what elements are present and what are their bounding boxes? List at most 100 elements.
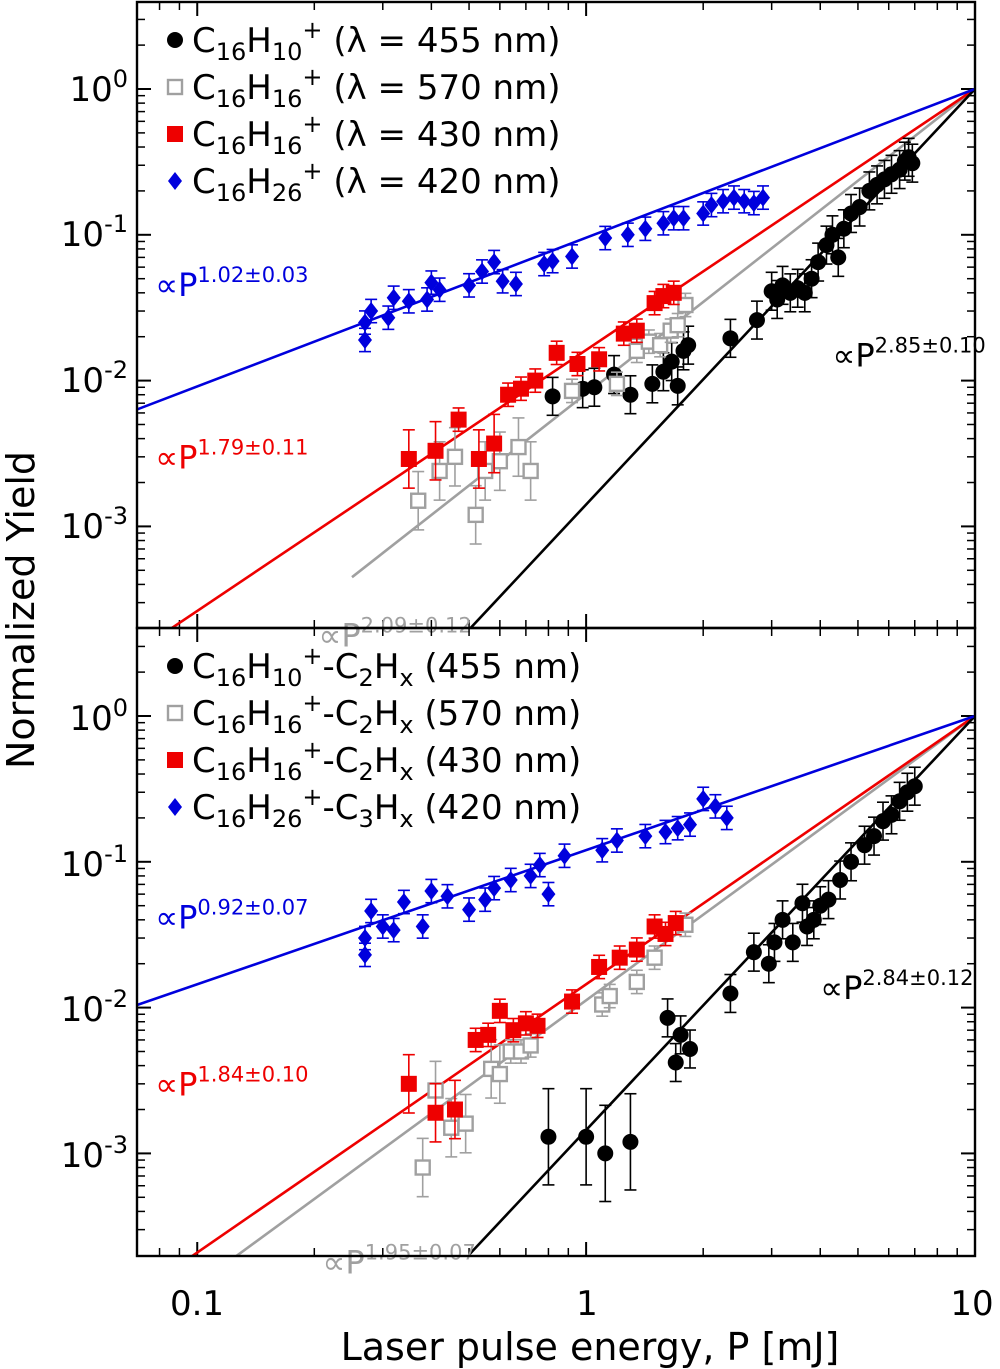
legend-label-black: C16H10+-C2Hx (455 nm) (192, 642, 581, 692)
data-point-blue (386, 288, 401, 307)
y-tick-label-top-3: 10-3 (61, 502, 128, 547)
data-point-blue (364, 901, 379, 920)
fit-label-red: ∝P1.79±0.11 (155, 435, 308, 476)
data-point-red (450, 411, 467, 428)
y-tick-label-top-1: 10-1 (61, 210, 128, 255)
top-panel: ∝P2.85±0.10 ∝P2.09±0.12 ∝P1.79±0.11 ∝P1.02±… (135, 0, 986, 655)
data-point-blue (401, 292, 416, 311)
data-point-black (883, 806, 900, 823)
data-point-black (682, 1041, 699, 1058)
data-point-blue (696, 204, 711, 223)
data-point-blue (755, 188, 770, 207)
data-point-blue (503, 871, 518, 890)
data-point-blue (432, 280, 447, 299)
data-point-red (527, 372, 544, 389)
data-point-black (745, 944, 762, 961)
data-point-blue (462, 900, 477, 919)
data-point-red (427, 1104, 444, 1121)
data-point-gray (628, 973, 646, 991)
legend-label-gray: C16H16+-C2Hx (570 nm) (192, 689, 581, 739)
data-point-gray (522, 1037, 539, 1054)
data-point-blue (595, 841, 610, 860)
data-point-blue (598, 229, 613, 248)
data-point-black (663, 353, 680, 370)
data-point-red (611, 949, 628, 966)
data-point-blue (478, 890, 493, 909)
x-tick-label-0.1: 0.1 (170, 1284, 224, 1324)
data-point-blue (737, 192, 752, 211)
data-point-red (569, 355, 586, 372)
data-point-red (512, 380, 529, 397)
y-tick-label-bottom-1: 10-1 (61, 840, 128, 885)
fit-label-gray: ∝P2.09±0.12 (318, 614, 471, 655)
data-point-blue (487, 253, 502, 272)
ticks-bottom (137, 628, 976, 1256)
data-point-black (794, 895, 811, 912)
legend-bottom: C16H10+-C2Hx (455 nm)C16H16+-C2Hx (570 n… (166, 642, 581, 833)
data-point-gray (410, 492, 427, 509)
data-point-black (659, 1009, 676, 1026)
data-point-gray (431, 462, 448, 480)
data-point-red (427, 442, 444, 459)
fit-line-red (189, 714, 975, 1256)
data-point-gray (510, 438, 527, 456)
data-point-blue (726, 188, 741, 207)
data-point-black (669, 377, 686, 394)
data-point-black (796, 284, 813, 301)
fit-line-red (169, 87, 975, 628)
data-point-blue (415, 917, 430, 936)
data-point-black (851, 199, 868, 216)
legend-marker-red (167, 752, 183, 768)
data-point-blue (495, 272, 510, 291)
x-axis-label: Laser pulse energy, P [mJ] (341, 1325, 840, 1369)
fit-label-black: ∝P2.84±0.12 (820, 966, 973, 1007)
fit-label-blue: ∝P1.02±0.03 (155, 263, 308, 304)
data-point-blue (658, 823, 673, 842)
legend-label-red: C16H16+-C2Hx (430 nm) (192, 736, 581, 786)
data-point-black (820, 891, 837, 908)
legend-marker-blue (168, 798, 182, 816)
data-point-red (591, 351, 608, 368)
data-point-blue (375, 917, 390, 936)
data-point-red (491, 1002, 508, 1019)
x-tick-label-1: 1 (576, 1284, 598, 1324)
data-point-blue (670, 819, 685, 838)
data-point-blue (565, 247, 580, 266)
data-point-black (748, 312, 765, 329)
data-point-black (544, 388, 561, 405)
fit-label-black: ∝P2.85±0.10 (832, 333, 985, 374)
data-point-black (835, 220, 852, 237)
data-point-red (615, 325, 632, 342)
data-point-black (622, 386, 639, 403)
data-point-gray (601, 987, 618, 1005)
y-tick-label-bottom-2: 10-2 (61, 985, 128, 1030)
data-point-blue (638, 219, 653, 238)
data-point-blue (609, 831, 624, 850)
data-point-blue (708, 797, 723, 816)
data-point-red (470, 450, 487, 467)
data-point-gray (446, 448, 464, 466)
legend-marker-gray (166, 704, 184, 722)
data-point-black (667, 1054, 684, 1071)
data-point-gray (651, 336, 669, 354)
data-point-blue (716, 192, 731, 211)
data-point-blue (364, 302, 379, 321)
legend-top: C16H10+ (λ = 455 nm)C16H16+ (λ = 570 nm)… (166, 16, 560, 207)
data-point-black (672, 1026, 689, 1043)
data-point-blue (696, 789, 711, 808)
y-tick-label-top-0: 100 (69, 65, 128, 110)
plot-area-bottom (137, 714, 975, 1256)
y-tick-label-bottom-0: 100 (69, 694, 128, 739)
data-point-black (774, 911, 791, 928)
data-point-red (467, 1031, 484, 1048)
fit-label-gray: ∝P1.95±0.07 (323, 1241, 476, 1282)
legend-label-blue: C16H26+-C3Hx (420 nm) (192, 783, 581, 833)
data-point-gray (522, 462, 539, 480)
data-point-blue (656, 214, 671, 233)
bottom-y-tick-labels: 100 10-1 10-2 10-3 (61, 694, 128, 1176)
data-point-red (628, 322, 645, 339)
series-blue (357, 786, 734, 968)
legend-label-gray: C16H16+ (λ = 570 nm) (192, 63, 560, 113)
data-point-gray (646, 949, 663, 966)
